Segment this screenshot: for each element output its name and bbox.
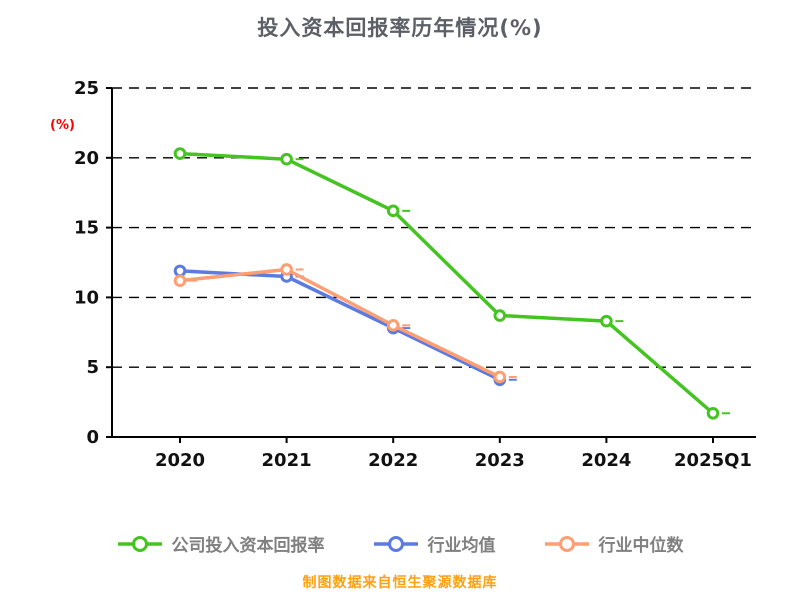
data-point-marker: [386, 319, 400, 332]
data-point-marker: [280, 263, 293, 276]
data-source-note: 制图数据来自恒生聚源数据库: [302, 575, 498, 591]
data-point-marker: [173, 147, 187, 160]
series-line-0: [178, 151, 715, 416]
y-tick-label: 0: [86, 427, 99, 448]
data-point-marker: [706, 406, 720, 420]
x-tick-label: 2021: [262, 450, 312, 471]
y-tick-label: 15: [74, 218, 99, 239]
legend-marker-green-icon: [117, 535, 162, 552]
x-tick-label: 2022: [368, 450, 418, 471]
data-point-marker: [173, 264, 187, 278]
data-point-marker: [600, 314, 613, 328]
chart-title: 投入资本回报率历年情况(%): [257, 16, 543, 40]
x-tick-label: 2020: [155, 450, 205, 471]
y-tick-label: 5: [86, 357, 99, 378]
series-line-1: [178, 269, 502, 382]
data-point-marker: [280, 152, 293, 166]
legend-label-company-roic: 公司投入资本回报率: [171, 536, 325, 556]
legend-item-company-roic: 公司投入资本回报率: [117, 531, 325, 556]
data-point-marker: [386, 204, 400, 218]
y-tick-label: 10: [74, 287, 99, 308]
x-tick-label: 2023: [475, 450, 525, 471]
data-point-marker: [173, 274, 187, 287]
x-tick-label: 2024: [581, 450, 631, 471]
y-tick-label: 20: [74, 148, 99, 169]
legend-item-industry-mean: 行业均值: [373, 531, 496, 556]
legend-label-industry-mean: 行业均值: [427, 536, 496, 556]
legend: 公司投入资本回报率 行业均值 行业中位数: [0, 531, 800, 556]
legend-item-industry-median: 行业中位数: [544, 531, 684, 556]
data-point-marker: [493, 370, 507, 384]
series-line-2: [178, 267, 502, 379]
y-tick-label: 25: [74, 78, 99, 99]
legend-label-industry-median: 行业中位数: [598, 536, 684, 556]
y-axis-unit-label: (%): [50, 118, 75, 133]
legend-marker-blue-icon: [373, 535, 418, 552]
x-tick-label: 2025Q1: [674, 450, 752, 471]
legend-marker-orange-icon: [544, 535, 589, 552]
data-point-marker: [493, 309, 507, 322]
